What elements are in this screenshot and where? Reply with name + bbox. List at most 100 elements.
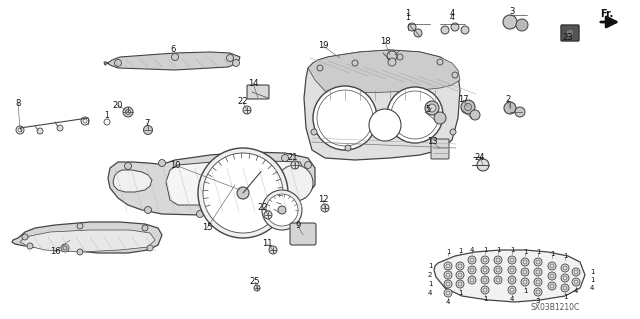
- Circle shape: [159, 160, 166, 167]
- Circle shape: [434, 112, 446, 124]
- Circle shape: [428, 104, 436, 112]
- Circle shape: [387, 51, 397, 61]
- Polygon shape: [12, 222, 162, 253]
- Text: 1: 1: [458, 248, 462, 254]
- Text: 18: 18: [380, 38, 390, 47]
- Circle shape: [503, 15, 517, 29]
- Circle shape: [145, 206, 152, 213]
- Text: 10: 10: [170, 160, 180, 169]
- Circle shape: [561, 264, 569, 272]
- Circle shape: [387, 87, 443, 143]
- Circle shape: [282, 154, 289, 161]
- Text: 1: 1: [428, 263, 432, 269]
- FancyBboxPatch shape: [247, 85, 269, 99]
- Circle shape: [450, 129, 456, 135]
- Circle shape: [232, 60, 239, 66]
- Circle shape: [561, 274, 569, 282]
- Text: 4: 4: [590, 285, 594, 291]
- Circle shape: [548, 262, 556, 270]
- Text: 13: 13: [427, 137, 437, 146]
- Circle shape: [142, 225, 148, 231]
- Text: 8: 8: [15, 99, 20, 108]
- Circle shape: [534, 258, 542, 266]
- Circle shape: [444, 289, 452, 297]
- Text: 21: 21: [288, 153, 298, 162]
- Circle shape: [494, 256, 502, 264]
- Circle shape: [444, 262, 452, 270]
- Text: 2: 2: [506, 95, 511, 105]
- Text: 9: 9: [296, 221, 301, 231]
- Circle shape: [254, 285, 260, 291]
- Circle shape: [388, 58, 396, 66]
- Circle shape: [414, 29, 422, 37]
- Text: 4: 4: [446, 299, 450, 305]
- Text: 22: 22: [258, 203, 268, 211]
- Circle shape: [196, 211, 204, 218]
- Text: 3: 3: [536, 298, 540, 304]
- Text: 24: 24: [475, 152, 485, 161]
- Text: 1: 1: [483, 247, 487, 253]
- Text: SX03B1210C: SX03B1210C: [531, 303, 580, 313]
- Circle shape: [408, 23, 416, 31]
- Circle shape: [437, 59, 443, 65]
- Circle shape: [548, 272, 556, 280]
- Text: 25: 25: [250, 278, 260, 286]
- Circle shape: [561, 284, 569, 292]
- Circle shape: [572, 278, 580, 286]
- Polygon shape: [304, 50, 460, 160]
- Text: 20: 20: [113, 100, 124, 109]
- Circle shape: [37, 128, 43, 134]
- Circle shape: [508, 256, 516, 264]
- Polygon shape: [104, 52, 240, 70]
- Text: 4: 4: [449, 10, 454, 19]
- Polygon shape: [166, 160, 305, 205]
- Circle shape: [516, 19, 528, 31]
- Polygon shape: [434, 250, 585, 302]
- Circle shape: [521, 258, 529, 266]
- Circle shape: [345, 145, 351, 151]
- Circle shape: [294, 204, 301, 211]
- Circle shape: [468, 276, 476, 284]
- Circle shape: [237, 152, 243, 159]
- Circle shape: [227, 55, 234, 62]
- Text: 1: 1: [563, 294, 567, 300]
- Circle shape: [521, 278, 529, 286]
- Text: 1: 1: [563, 253, 567, 259]
- Circle shape: [264, 211, 272, 219]
- Circle shape: [456, 262, 464, 270]
- Circle shape: [468, 266, 476, 274]
- Text: 3: 3: [509, 6, 515, 16]
- Circle shape: [115, 60, 122, 66]
- Text: 11: 11: [262, 240, 272, 249]
- Circle shape: [477, 159, 489, 171]
- Text: 1: 1: [496, 247, 500, 253]
- Circle shape: [441, 26, 449, 34]
- Circle shape: [572, 268, 580, 276]
- Text: 1: 1: [589, 269, 595, 275]
- Circle shape: [433, 145, 439, 151]
- Text: 1: 1: [589, 277, 595, 283]
- Circle shape: [237, 187, 249, 199]
- Text: 4: 4: [574, 288, 578, 294]
- Circle shape: [461, 26, 469, 34]
- Text: 1: 1: [458, 290, 462, 296]
- Circle shape: [291, 161, 299, 169]
- Circle shape: [147, 245, 153, 251]
- Circle shape: [481, 286, 489, 294]
- Text: 5: 5: [426, 106, 431, 115]
- Circle shape: [515, 107, 525, 117]
- Text: 4: 4: [510, 296, 514, 302]
- Circle shape: [123, 107, 133, 117]
- Text: 1: 1: [428, 281, 432, 287]
- Circle shape: [461, 100, 475, 114]
- Circle shape: [504, 102, 516, 114]
- Circle shape: [317, 65, 323, 71]
- Circle shape: [397, 54, 403, 60]
- FancyBboxPatch shape: [431, 139, 449, 159]
- Circle shape: [311, 129, 317, 135]
- Circle shape: [321, 204, 329, 212]
- Circle shape: [278, 206, 286, 214]
- Circle shape: [566, 29, 574, 37]
- FancyBboxPatch shape: [561, 25, 579, 41]
- Text: 14: 14: [248, 78, 259, 87]
